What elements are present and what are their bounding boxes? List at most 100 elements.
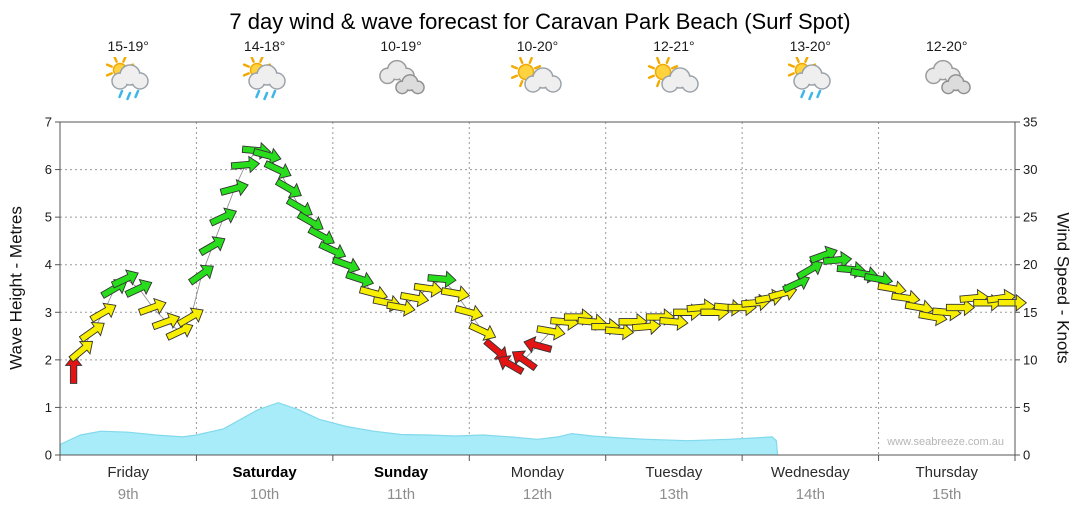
wind-arrow (497, 355, 525, 375)
sun-cloud-icon (646, 56, 702, 101)
cloud-icon (919, 57, 975, 101)
day-temp-range: 12-21° (653, 38, 695, 54)
day-date: 14th (795, 486, 825, 503)
wind-trend-line (73, 150, 1013, 370)
day-temp-range: 10-20° (516, 38, 559, 54)
wind-arrow (511, 350, 538, 372)
day-column: 12-20° (879, 38, 1015, 101)
wind-arrow (151, 312, 181, 331)
wind-arrow (89, 302, 117, 323)
day-label-column: Sunday 11th (333, 464, 469, 503)
wind-arrow (124, 278, 153, 298)
day-label-column: Friday 9th (60, 464, 196, 503)
wind-arrow (659, 313, 689, 332)
left-axis-tick-label: 5 (45, 210, 52, 225)
day-temp-range: 12-20° (926, 38, 968, 54)
day-column: 10-20° (469, 38, 605, 101)
left-axis-tick-label: 0 (45, 448, 52, 463)
wind-arrow (945, 298, 976, 317)
day-date: 13th (659, 486, 689, 503)
wind-arrow (604, 322, 635, 341)
page-title: 7 day wind & wave forecast for Caravan P… (229, 9, 851, 34)
day-name: Thursday (915, 464, 978, 481)
wind-arrow (822, 250, 853, 269)
day-temp-range: 10-19° (380, 38, 422, 54)
wind-arrow (468, 321, 497, 341)
day-column: 14-18° (196, 38, 332, 101)
left-axis-tick-label: 2 (45, 352, 52, 367)
day-name: Friday (107, 464, 150, 481)
day-temp-range: 14-18° (243, 38, 286, 54)
wind-arrow (263, 160, 292, 180)
left-axis-title: Wave Height - Metres (6, 206, 26, 370)
day-column: 13-20° (742, 38, 878, 101)
right-axis-tick-label: 5 (1023, 400, 1030, 415)
left-axis-tick-label: 3 (45, 305, 52, 320)
day-label-column: Wednesday 14th (742, 464, 878, 503)
sun-cloud-rain-icon (782, 55, 838, 101)
cloud-icon (373, 57, 429, 101)
right-axis-tick-label: 20 (1023, 257, 1037, 272)
left-axis-tick-label: 1 (45, 400, 52, 415)
wind-arrow (176, 307, 204, 328)
wind-arrow (440, 285, 471, 303)
right-axis-tick-label: 15 (1023, 305, 1037, 320)
day-name: Sunday (373, 464, 429, 481)
day-footer-row: Friday 9th Saturday 10th Sunday 11th Monday 12t… (60, 464, 1015, 503)
wave-area (60, 402, 778, 455)
wind-arrow (198, 236, 226, 257)
day-date: 10th (250, 486, 280, 503)
wind-arrow (796, 259, 824, 280)
day-column: 15-19° (60, 38, 196, 101)
right-axis-tick-label: 30 (1023, 162, 1037, 177)
wind-arrow (997, 293, 1028, 312)
day-label-column: Tuesday 13th (606, 464, 742, 503)
day-name: Saturday (232, 464, 297, 481)
watermark-text: www.seabreeze.com.au (887, 436, 1004, 448)
wind-arrow (454, 304, 484, 322)
wind-arrow (78, 321, 105, 343)
wind-arrow (219, 179, 249, 197)
right-axis-tick-label: 35 (1023, 115, 1037, 130)
right-axis-tick-label: 10 (1023, 352, 1037, 367)
day-column: 10-19° (333, 38, 469, 101)
plot-border (59, 121, 1016, 456)
day-column: 12-21° (606, 38, 742, 101)
wind-arrow (345, 271, 375, 289)
day-name: Monday (510, 464, 565, 481)
day-name: Tuesday (645, 464, 703, 481)
wind-arrow (209, 207, 238, 227)
left-axis-tick-label: 7 (45, 115, 52, 130)
wind-arrow (187, 264, 214, 286)
wind-arrow (68, 340, 94, 363)
wind-arrow (318, 240, 347, 260)
day-date: 12th (522, 486, 553, 503)
sun-cloud-rain-icon (237, 55, 293, 101)
right-axis-title: Wind Speed - Knots (1053, 212, 1073, 364)
day-date: 9th (117, 486, 139, 503)
wave-line (59, 402, 779, 456)
wind-arrow (274, 178, 302, 199)
day-header-row: 15-19° 14-18° 10-19° 10-20° 12-21° 13-20° 12-2… (60, 38, 1015, 101)
day-date: 15th (932, 486, 962, 503)
wind-arrow (631, 317, 662, 336)
wind-arrow (536, 323, 566, 341)
sun-cloud-rain-icon (100, 55, 156, 101)
day-temp-range: 15-19° (107, 38, 149, 54)
day-label-column: Saturday 10th (196, 464, 332, 503)
wind-arrow (523, 336, 553, 354)
day-temp-range: 13-20° (789, 38, 832, 54)
left-axis-tick-label: 4 (45, 257, 52, 272)
wind-arrow (331, 256, 361, 275)
left-axis-tick-label: 6 (45, 162, 52, 177)
day-label-column: Thursday 15th (879, 464, 1015, 503)
wind-arrow (64, 354, 83, 384)
wind-arrow (413, 280, 443, 298)
wind-arrow (399, 289, 430, 308)
wind-arrow (230, 155, 261, 174)
right-axis-tick-label: 25 (1023, 210, 1037, 225)
wind-arrow (252, 147, 282, 165)
wind-arrow (782, 274, 811, 294)
